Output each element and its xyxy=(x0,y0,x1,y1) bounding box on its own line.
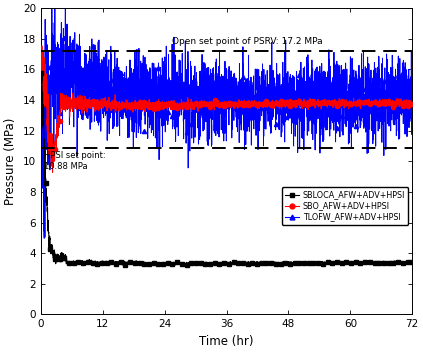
Text: HPSI set point:
10.88 MPa: HPSI set point: 10.88 MPa xyxy=(44,151,106,171)
Text: Open set point of PSRV: 17.2 MPa: Open set point of PSRV: 17.2 MPa xyxy=(172,37,322,46)
Y-axis label: Pressure (MPa): Pressure (MPa) xyxy=(4,118,17,205)
X-axis label: Time (hr): Time (hr) xyxy=(199,335,254,348)
Legend: SBLOCA_AFW+ADV+HPSI, SBO_AFW+ADV+HPSI, TLOFW_AFW+ADV+HPSI: SBLOCA_AFW+ADV+HPSI, SBO_AFW+ADV+HPSI, T… xyxy=(282,187,408,225)
